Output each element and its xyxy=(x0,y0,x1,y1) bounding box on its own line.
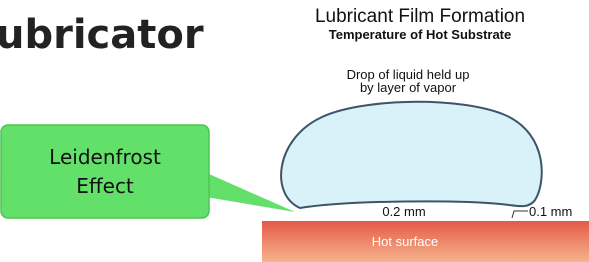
gap-label: 0.2 mm xyxy=(382,204,425,219)
diagram-title: Lubricant Film Formation xyxy=(315,6,525,27)
drop-label: by layer of vapor xyxy=(360,80,457,95)
surface-label: Hot surface xyxy=(372,234,438,249)
gap-label: 0.1 mm xyxy=(529,204,572,219)
heading: ubricator xyxy=(0,12,204,58)
callout-text: Leidenfrost xyxy=(49,145,161,169)
callout-text: Effect xyxy=(76,174,134,198)
callout-box xyxy=(1,125,209,218)
gap-pointer xyxy=(512,211,528,218)
drop xyxy=(281,102,542,208)
slide: ubricator Lubricant Film Formation Tempe… xyxy=(0,0,589,262)
diagram-subtitle: Temperature of Hot Substrate xyxy=(329,27,512,42)
